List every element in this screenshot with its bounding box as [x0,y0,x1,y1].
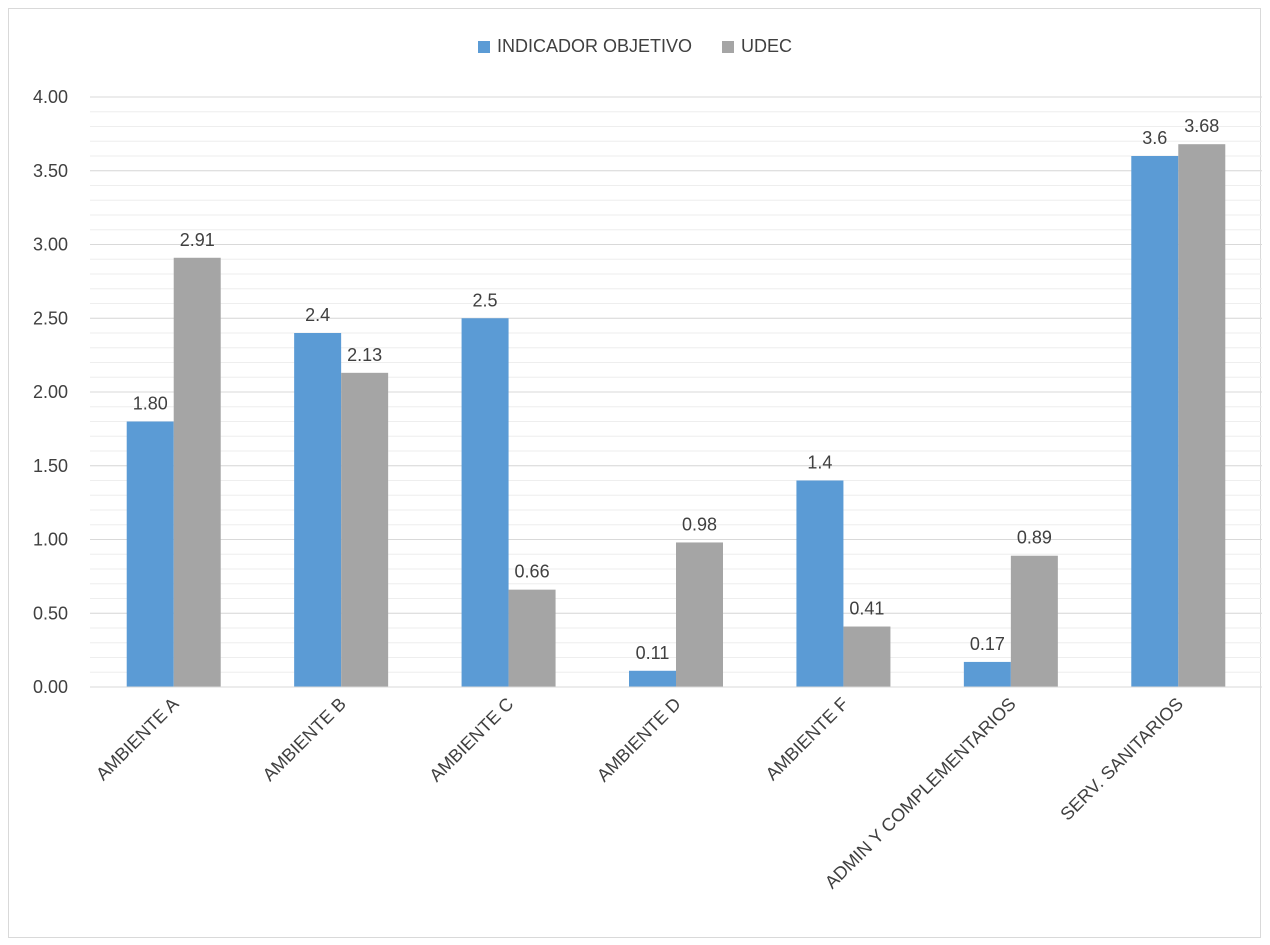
y-tick-label: 0.00 [33,677,68,697]
legend-item-indicador: INDICADOR OBJETIVO [477,36,692,57]
data-label: 0.17 [970,634,1005,654]
x-tick-label: AMBIENTE D [593,694,685,786]
bar [963,661,1011,687]
data-label: 0.11 [636,643,670,663]
bar [1010,555,1058,687]
bar [173,257,221,687]
y-tick-label: 0.50 [33,603,68,623]
y-tick-label: 1.00 [33,530,68,550]
bar [294,333,342,687]
bar [629,670,676,687]
legend-label-indicador: INDICADOR OBJETIVO [496,36,692,56]
y-tick-label: 2.50 [33,308,68,328]
y-tick-label: 3.00 [33,235,68,255]
bar [676,542,723,687]
x-tick-label: AMBIENTE F [762,694,853,785]
bar [508,589,556,687]
x-tick-label: AMBIENTE B [259,694,350,785]
bar [1131,156,1179,687]
y-tick-label: 3.50 [33,161,68,181]
data-label: 0.98 [682,514,717,534]
data-label: 0.41 [849,599,884,619]
data-label: 1.4 [807,453,832,473]
data-label: 2.5 [473,290,498,310]
x-tick-label: SERV. SANITARIOS [1056,694,1187,825]
y-tick-label: 2.00 [33,382,68,402]
bar [796,480,844,687]
data-label: 0.89 [1017,528,1052,548]
x-tick-label: ADMIN Y COMPLEMENTARIOS [821,694,1020,893]
data-label: 3.6 [1142,128,1167,148]
data-label: 0.66 [515,562,550,582]
data-label: 2.91 [180,230,215,250]
data-label: 3.68 [1184,116,1219,136]
bar [843,626,891,687]
legend-label-udec: UDEC [741,36,793,56]
bar [341,372,389,687]
y-tick-label: 1.50 [33,456,68,476]
y-tick-label: 4.00 [33,87,68,107]
x-tick-label: AMBIENTE C [425,694,517,786]
bar [1178,144,1226,687]
legend: INDICADOR OBJETIVO UDEC [0,36,1270,57]
legend-swatch-udec [722,40,734,53]
data-label: 1.80 [133,394,168,414]
data-label: 2.4 [305,305,330,325]
legend-item-udec: UDEC [722,36,792,57]
bar [126,421,174,687]
data-label: 2.13 [347,345,382,365]
x-tick-label: AMBIENTE A [92,694,183,785]
legend-swatch-indicador [477,40,490,53]
bar [461,318,509,687]
